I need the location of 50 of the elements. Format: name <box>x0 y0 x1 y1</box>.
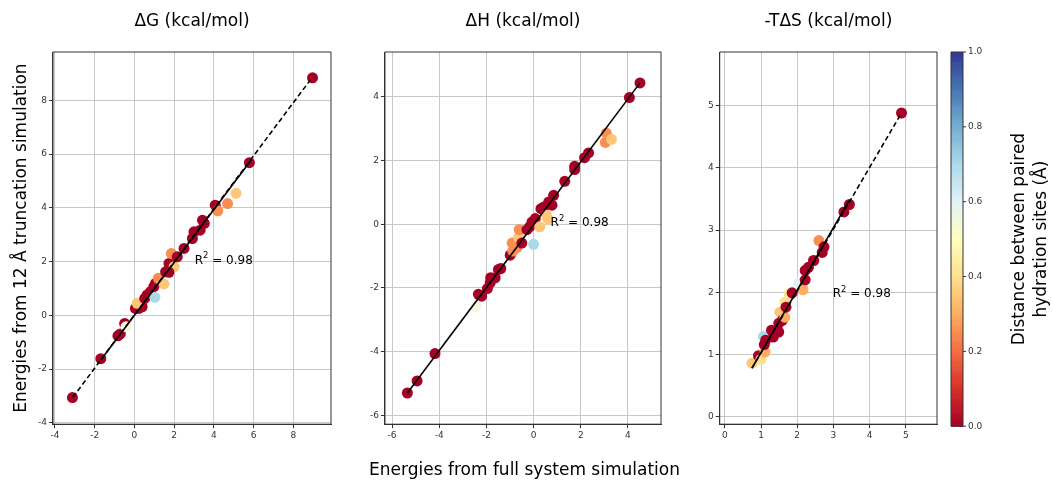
chart-title: ΔH (kcal/mol) <box>465 10 581 31</box>
y-tick-label: 6 <box>41 148 48 159</box>
y-tick-label: 8 <box>41 94 48 105</box>
x-tick-label: 0 <box>131 429 138 440</box>
y-tick-label: -2 <box>369 282 379 293</box>
y-tick-label: -4 <box>369 345 380 356</box>
x-tick-label: 5 <box>902 429 909 440</box>
x-tick-label: 8 <box>290 429 297 440</box>
x-tick-label: 3 <box>830 429 837 440</box>
y-tick-label: -2 <box>37 363 47 374</box>
y-tick-label: 2 <box>373 154 379 165</box>
x-tick-label: -2 <box>481 429 491 440</box>
x-tick-label: 4 <box>625 429 632 440</box>
x-tick-label: 2 <box>794 429 801 440</box>
y-tick-label: 2 <box>41 255 47 266</box>
y-tick-label: 2 <box>707 286 714 297</box>
x-tick-label: 1 <box>758 429 764 440</box>
y-tick-label: 0 <box>373 218 380 229</box>
x-tick-label: 4 <box>866 429 873 440</box>
y-tick-label: 0 <box>41 309 48 320</box>
x-tick-label: -2 <box>90 429 100 440</box>
y-tick-label: 4 <box>41 202 48 213</box>
y-tick-label: 5 <box>707 99 714 110</box>
y-tick-label: 1 <box>707 348 714 359</box>
color-bar-label: 1.0 <box>968 46 983 57</box>
x-axis-title: Energies from full system simulation <box>369 458 680 480</box>
y-tick-label: 4 <box>707 162 714 173</box>
color-bar-label: 0.0 <box>968 420 983 431</box>
x-tick-label: 6 <box>250 429 257 440</box>
x-tick-label: 0 <box>530 429 537 440</box>
x-tick-label: 2 <box>171 429 177 440</box>
chart-title: -TΔS (kcal/mol) <box>764 10 893 31</box>
y-axis-title: Energies from 12 Å truncation simulation <box>9 63 31 413</box>
y-tick-label: 0 <box>707 411 714 422</box>
y-tick-label: 4 <box>373 91 380 102</box>
color-bar-label: 0.4 <box>968 270 983 281</box>
color-bar-label: 0.6 <box>968 196 983 207</box>
x-tick-label: 4 <box>210 429 217 440</box>
x-tick-label: 2 <box>577 429 584 440</box>
y-tick-label: -4 <box>37 417 48 428</box>
x-tick-label: -6 <box>387 429 397 440</box>
y-tick-label: -6 <box>369 409 380 420</box>
chart-title: ΔG (kcal/mol) <box>134 10 250 31</box>
y-tick-label: 3 <box>707 224 714 235</box>
color-bar-label: 0.2 <box>968 345 983 356</box>
x-tick-label: 0 <box>721 429 728 440</box>
x-tick-label: -4 <box>50 429 60 440</box>
x-tick-label: -4 <box>434 429 444 440</box>
color-bar-label: 0.8 <box>968 121 983 132</box>
color-bar-title: Distance between paired hydration sites (Å) <box>1008 132 1051 346</box>
